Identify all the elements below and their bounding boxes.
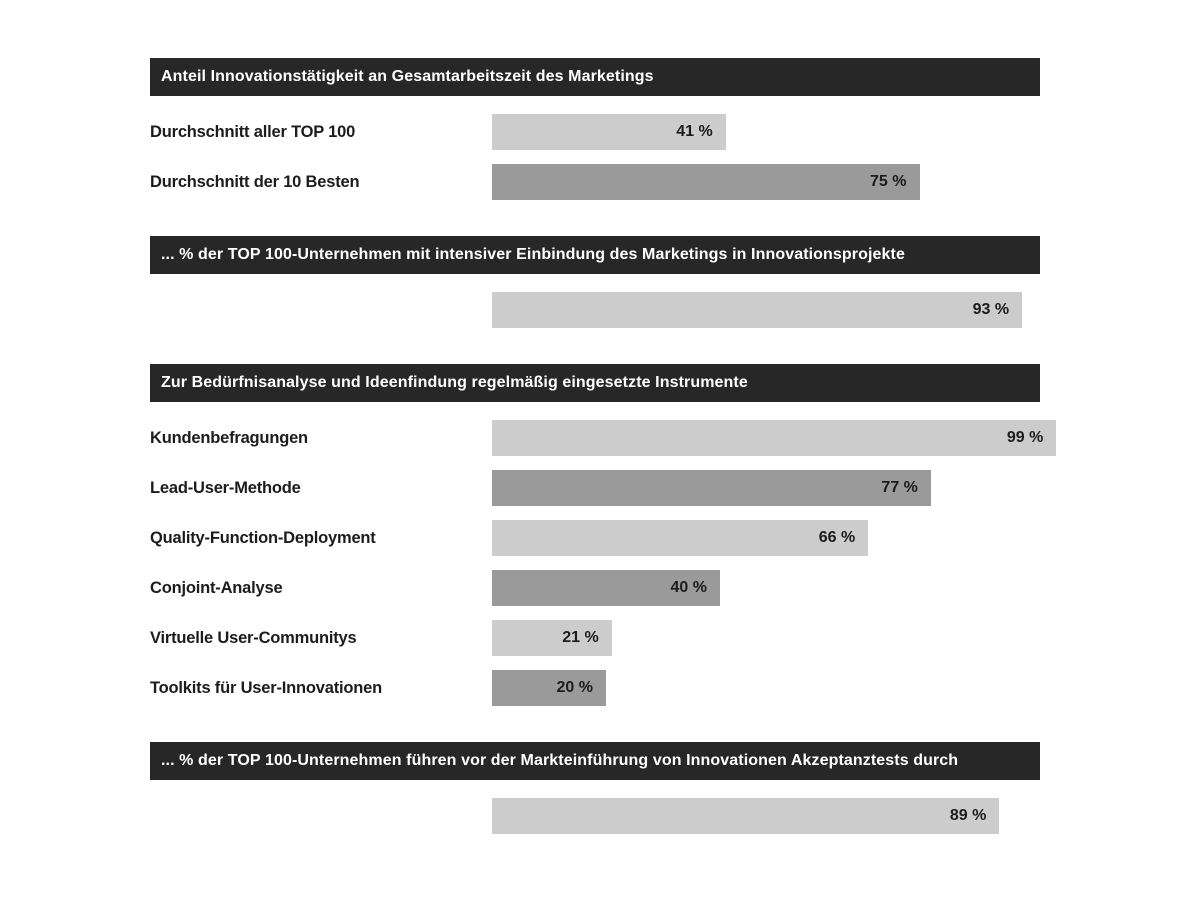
bar-value-label: 89 % bbox=[949, 807, 987, 824]
bar-track: 21 % bbox=[492, 620, 1062, 656]
bar: 77 % bbox=[492, 470, 931, 506]
section-title: ... % der TOP 100-Unternehmen mit intens… bbox=[161, 246, 905, 263]
bar-track: 40 % bbox=[492, 570, 1062, 606]
bar-row: Kundenbefragungen 99 % bbox=[150, 420, 1183, 456]
bar: 20 % bbox=[492, 670, 606, 706]
bar-row: Lead-User-Methode 77 % bbox=[150, 470, 1183, 506]
bar-track: 99 % bbox=[492, 420, 1062, 456]
category-label: Lead-User-Methode bbox=[150, 478, 301, 497]
chart-section: Zur Bedürfnisanalyse und Ideenfindung re… bbox=[150, 364, 1183, 706]
bar-track: 75 % bbox=[492, 164, 1062, 200]
bar: 66 % bbox=[492, 520, 869, 556]
category-label: Durchschnitt der 10 Besten bbox=[150, 172, 360, 191]
section-rows: Durchschnitt aller TOP 100 41 % Durchsch… bbox=[150, 114, 1183, 200]
bar: 40 % bbox=[492, 570, 720, 606]
section-header: Anteil Innovationstätigkeit an Gesamtarb… bbox=[150, 58, 1040, 96]
bar-track: 89 % bbox=[492, 798, 1062, 834]
section-rows: 89 % bbox=[150, 798, 1183, 834]
bar: 99 % bbox=[492, 420, 1057, 456]
chart-section: ... % der TOP 100-Unternehmen mit intens… bbox=[150, 236, 1183, 328]
bar-track: 66 % bbox=[492, 520, 1062, 556]
bar: 93 % bbox=[492, 292, 1023, 328]
bar: 75 % bbox=[492, 164, 920, 200]
bar-value-label: 66 % bbox=[818, 529, 856, 546]
section-header: ... % der TOP 100-Unternehmen mit intens… bbox=[150, 236, 1040, 274]
section-header: Zur Bedürfnisanalyse und Ideenfindung re… bbox=[150, 364, 1040, 402]
chart-sections: Anteil Innovationstätigkeit an Gesamtarb… bbox=[150, 58, 1183, 834]
section-title: ... % der TOP 100-Unternehmen führen vor… bbox=[161, 752, 959, 769]
category-label: Virtuelle User-Communitys bbox=[150, 628, 357, 647]
category-label: Durchschnitt aller TOP 100 bbox=[150, 122, 356, 141]
bar-value-label: 93 % bbox=[972, 301, 1010, 318]
bar-row: Conjoint-Analyse 40 % bbox=[150, 570, 1183, 606]
bar: 89 % bbox=[492, 798, 1000, 834]
bar-value-label: 21 % bbox=[562, 629, 599, 646]
bar-value-label: 40 % bbox=[670, 579, 707, 596]
chart-section: Anteil Innovationstätigkeit an Gesamtarb… bbox=[150, 58, 1183, 200]
category-label: Kundenbefragungen bbox=[150, 428, 308, 447]
section-rows: Kundenbefragungen 99 % Lead-User-Methode… bbox=[150, 420, 1183, 706]
bar-value-label: 20 % bbox=[556, 679, 593, 696]
bar: 21 % bbox=[492, 620, 612, 656]
category-label: Conjoint-Analyse bbox=[150, 578, 283, 597]
section-header: ... % der TOP 100-Unternehmen führen vor… bbox=[150, 742, 1040, 780]
bar-row: Quality-Function-Deployment 66 % bbox=[150, 520, 1183, 556]
category-label: Toolkits für User-Innovationen bbox=[150, 678, 383, 697]
bar-value-label: 99 % bbox=[1006, 429, 1044, 446]
section-title: Anteil Innovationstätigkeit an Gesamtarb… bbox=[161, 68, 654, 85]
category-label: Quality-Function-Deployment bbox=[150, 528, 376, 547]
bar-track: 77 % bbox=[492, 470, 1062, 506]
bar-track: 20 % bbox=[492, 670, 1062, 706]
bar-row: Toolkits für User-Innovationen 20 % bbox=[150, 670, 1183, 706]
section-title: Zur Bedürfnisanalyse und Ideenfindung re… bbox=[161, 374, 748, 391]
bar-row: 89 % bbox=[150, 798, 1183, 834]
chart-section: ... % der TOP 100-Unternehmen führen vor… bbox=[150, 742, 1183, 834]
bar-row: 93 % bbox=[150, 292, 1183, 328]
bar: 41 % bbox=[492, 114, 726, 150]
bar-row: Durchschnitt der 10 Besten 75 % bbox=[150, 164, 1183, 200]
bar-value-label: 75 % bbox=[870, 173, 907, 190]
bar-value-label: 41 % bbox=[676, 123, 713, 140]
bar-row: Virtuelle User-Communitys 21 % bbox=[150, 620, 1183, 656]
section-rows: 93 % bbox=[150, 292, 1183, 328]
bar-track: 41 % bbox=[492, 114, 1062, 150]
bar-row: Durchschnitt aller TOP 100 41 % bbox=[150, 114, 1183, 150]
bar-value-label: 77 % bbox=[881, 479, 918, 496]
bar-track: 93 % bbox=[492, 292, 1062, 328]
